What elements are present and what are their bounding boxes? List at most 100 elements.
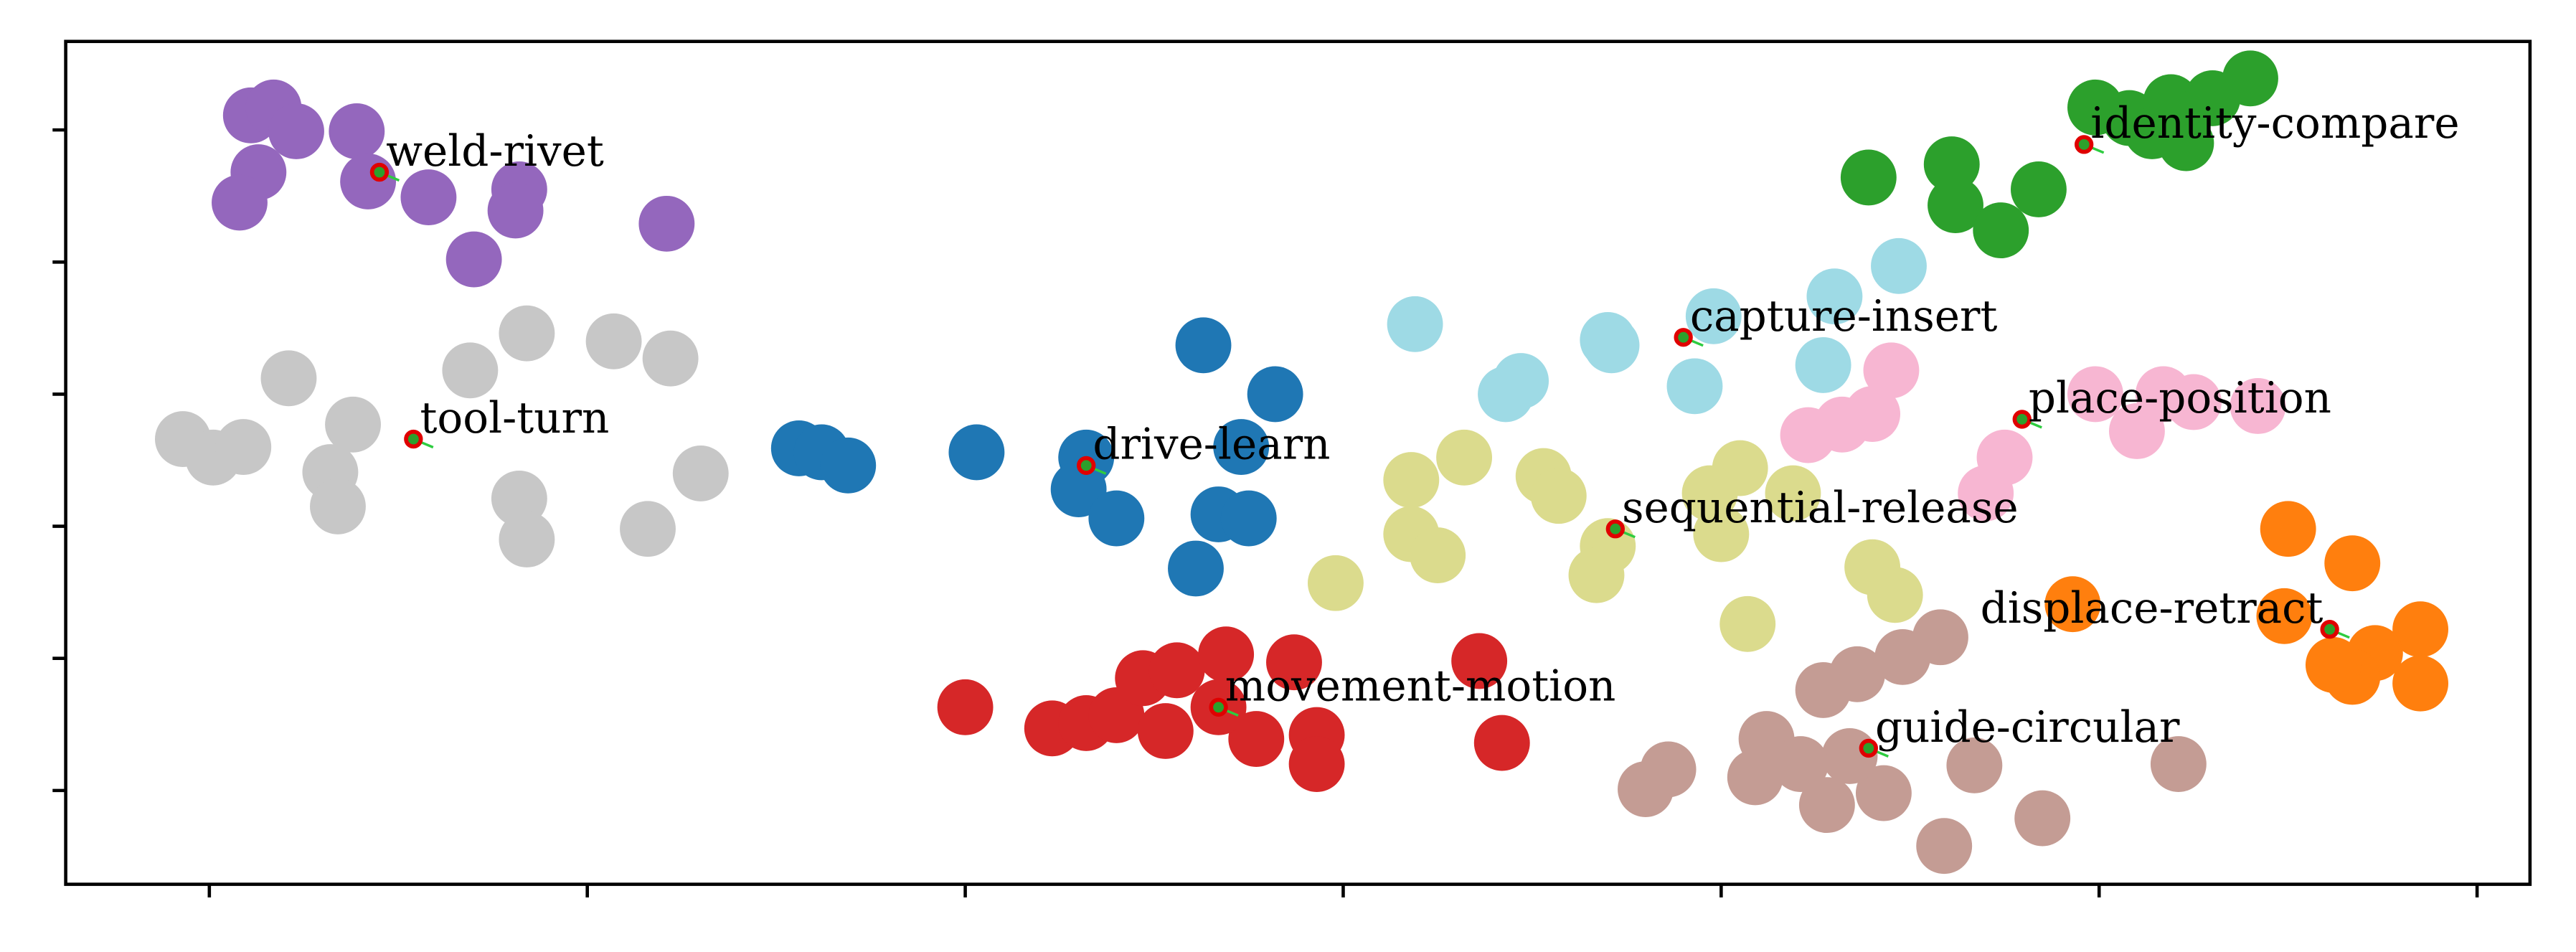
point <box>1137 703 1194 759</box>
point <box>642 330 699 387</box>
points-layer <box>155 50 2449 875</box>
point <box>329 103 385 159</box>
point <box>1175 317 1232 374</box>
point <box>620 501 676 557</box>
point <box>1050 461 1107 517</box>
point <box>1916 818 1973 875</box>
point <box>1871 237 1927 294</box>
point <box>2256 588 2313 644</box>
point <box>2010 161 2067 217</box>
point <box>1863 342 1920 399</box>
point <box>445 231 502 288</box>
point <box>325 396 381 453</box>
centroid <box>1859 738 1879 758</box>
point <box>1923 136 1980 192</box>
point <box>1288 736 1345 792</box>
centroid <box>2074 135 2094 154</box>
point <box>638 195 695 252</box>
point <box>400 169 457 225</box>
cluster-label: drive-learn <box>1093 420 1330 470</box>
point <box>442 342 499 399</box>
cluster-label: displace-retract <box>1981 584 2323 633</box>
point <box>1168 540 1224 597</box>
point <box>268 103 324 159</box>
point <box>2222 50 2278 107</box>
point <box>1436 429 1493 486</box>
centroid <box>2320 620 2339 639</box>
point <box>672 445 729 501</box>
point <box>1383 452 1440 509</box>
point <box>1088 490 1145 547</box>
centroid <box>1674 328 1693 347</box>
point <box>1912 609 1968 666</box>
overlay-layer: weld-rivet tool-turn drive-learn movement-m… <box>369 99 2460 758</box>
point <box>2014 790 2071 847</box>
point <box>820 437 877 494</box>
point <box>2150 736 2207 792</box>
point <box>2260 501 2316 557</box>
point <box>1213 419 1270 476</box>
point <box>212 174 268 231</box>
point <box>260 350 317 407</box>
point <box>1928 177 1983 234</box>
point <box>585 313 642 369</box>
point <box>2324 535 2381 592</box>
point <box>1867 567 1923 623</box>
cluster-label: identity-compare <box>2090 99 2459 149</box>
point <box>487 182 544 239</box>
plot-frame <box>64 39 2532 886</box>
point <box>2392 601 2449 658</box>
point <box>310 479 366 534</box>
centroid <box>1209 697 1228 717</box>
point <box>1228 711 1285 767</box>
point <box>1806 268 1863 325</box>
point <box>1530 468 1587 524</box>
point <box>499 512 555 567</box>
point <box>1973 202 2029 259</box>
point <box>1855 765 1912 821</box>
point <box>948 424 1005 481</box>
point <box>1387 296 1443 352</box>
centroid <box>1077 456 1096 476</box>
cluster-label: tool-turn <box>420 394 609 443</box>
cluster-label: sequential-release <box>1622 484 2019 533</box>
point <box>1478 366 1534 423</box>
axes-layer <box>52 128 2479 897</box>
point <box>1795 336 1851 393</box>
point <box>1451 633 1508 689</box>
cluster-label: weld-rivet <box>386 127 604 176</box>
point <box>1719 595 1776 652</box>
point <box>1410 527 1466 584</box>
point <box>215 419 272 476</box>
point <box>1840 149 1897 206</box>
point <box>1266 634 1322 691</box>
point <box>2044 576 2101 633</box>
point <box>1829 646 1885 702</box>
point <box>2305 636 2362 693</box>
point <box>1798 777 1855 834</box>
point <box>2230 378 2286 434</box>
point <box>2108 403 2165 459</box>
point <box>1773 736 1829 792</box>
centroid <box>2012 410 2032 429</box>
point <box>1681 465 1738 522</box>
point <box>1666 358 1723 415</box>
point <box>1198 626 1255 683</box>
point <box>1946 737 2003 793</box>
centroid <box>369 162 390 182</box>
centroid <box>404 429 423 449</box>
point <box>2158 115 2214 171</box>
point <box>1844 386 1901 442</box>
point <box>1583 317 1640 374</box>
point <box>499 305 555 362</box>
point <box>1307 555 1364 611</box>
point <box>2166 374 2222 430</box>
point <box>1765 465 1821 522</box>
point <box>1220 490 1277 547</box>
point <box>1958 465 2014 522</box>
point <box>1685 288 1742 344</box>
point <box>1247 366 1303 423</box>
point <box>2067 366 2123 423</box>
